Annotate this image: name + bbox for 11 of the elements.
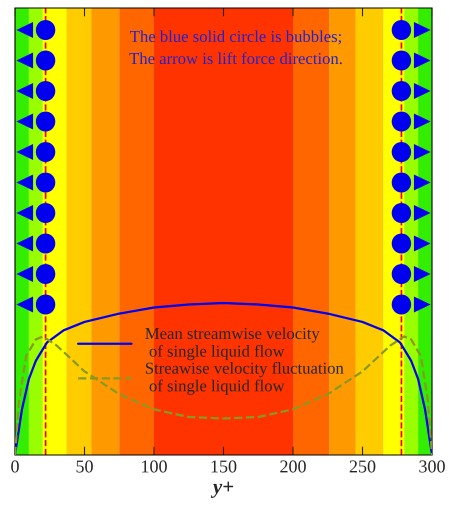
x-tick-label: 150 bbox=[212, 460, 236, 473]
x-tick-label: 200 bbox=[280, 460, 306, 473]
text: The blue solid circle is bubbles; The arrow is lift force direction. bbox=[129, 30, 342, 64]
legend-label: Streawise velocity fluctuation of single liquid flow bbox=[146, 362, 344, 395]
x-tick-label: 0 bbox=[11, 460, 19, 473]
x-tick-label: 250 bbox=[350, 460, 376, 473]
x-tick-label: 100 bbox=[142, 460, 167, 473]
x-axis-title: y+ bbox=[210, 482, 234, 498]
legend-label: Mean streamwise velocity of single liquid flow bbox=[145, 327, 320, 360]
x-tick-label: 50 bbox=[76, 460, 93, 473]
x-tick-label: 300 bbox=[419, 460, 445, 473]
